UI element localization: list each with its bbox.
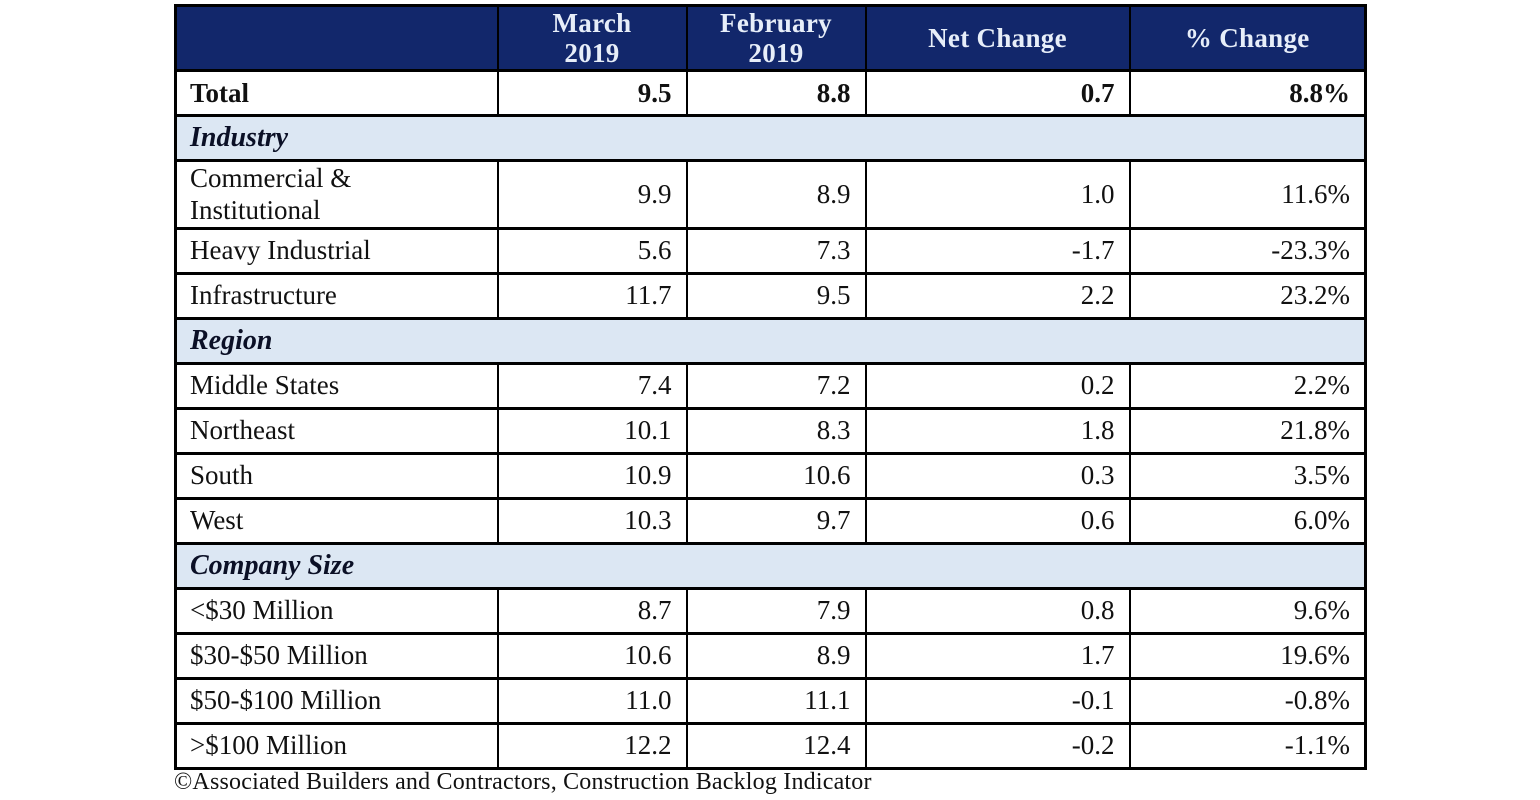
header-empty-cell <box>174 3 499 73</box>
row-value-february: 9.7 <box>685 496 867 545</box>
row-label: Northeast <box>174 406 499 455</box>
table-row: Infrastructure 11.7 9.5 2.2 23.2% <box>174 271 1367 320</box>
table-row: <$30 Million 8.7 7.9 0.8 9.6% <box>174 586 1367 635</box>
column-header-march-2019: March 2019 <box>496 3 688 73</box>
column-header-february-2019: February 2019 <box>685 3 867 73</box>
row-value-february: 7.2 <box>685 361 867 410</box>
table-row: $30-$50 Million 10.6 8.9 1.7 19.6% <box>174 631 1367 680</box>
column-header-net-change: Net Change <box>864 3 1131 73</box>
row-value-net-change: 0.2 <box>864 361 1131 410</box>
source-note: ©Associated Builders and Contractors, Co… <box>174 769 872 795</box>
row-value-february: 10.6 <box>685 451 867 500</box>
row-value-net-change: 1.0 <box>864 159 1131 230</box>
row-value-february: 8.8 <box>685 69 867 118</box>
row-value-net-change: 0.8 <box>864 586 1131 635</box>
row-value-pct-change: -1.1% <box>1128 721 1367 770</box>
table-row: South 10.9 10.6 0.3 3.5% <box>174 451 1367 500</box>
row-label: <$30 Million <box>174 586 499 635</box>
section-title: Industry <box>174 114 1367 163</box>
row-value-net-change: 2.2 <box>864 271 1131 320</box>
table-header: March 2019 February 2019 Net Change % Ch… <box>174 3 1367 73</box>
row-value-net-change: 1.8 <box>864 406 1131 455</box>
row-value-february: 12.4 <box>685 721 867 770</box>
column-header-pct-change: % Change <box>1128 3 1367 73</box>
section-row: Industry <box>174 114 1367 163</box>
row-value-march: 10.6 <box>496 631 688 680</box>
row-value-march: 11.7 <box>496 271 688 320</box>
row-value-pct-change: 9.6% <box>1128 586 1367 635</box>
row-value-pct-change: 8.8% <box>1128 69 1367 118</box>
row-value-net-change: 0.7 <box>864 69 1131 118</box>
row-value-february: 8.3 <box>685 406 867 455</box>
row-value-march: 5.6 <box>496 226 688 275</box>
row-value-pct-change: 19.6% <box>1128 631 1367 680</box>
table-row: Total 9.5 8.8 0.7 8.8% <box>174 69 1367 118</box>
row-value-march: 10.1 <box>496 406 688 455</box>
row-value-pct-change: -23.3% <box>1128 226 1367 275</box>
row-label: $30-$50 Million <box>174 631 499 680</box>
section-title: Company Size <box>174 541 1367 590</box>
row-value-february: 8.9 <box>685 159 867 230</box>
section-title: Region <box>174 316 1367 365</box>
row-value-march: 9.9 <box>496 159 688 230</box>
row-value-march: 7.4 <box>496 361 688 410</box>
row-value-pct-change: 3.5% <box>1128 451 1367 500</box>
row-label: >$100 Million <box>174 721 499 770</box>
table-row: West 10.3 9.7 0.6 6.0% <box>174 496 1367 545</box>
header-row: March 2019 February 2019 Net Change % Ch… <box>174 3 1367 73</box>
table-row: >$100 Million 12.2 12.4 -0.2 -1.1% <box>174 721 1367 770</box>
row-label: Total <box>174 69 499 118</box>
row-value-pct-change: 2.2% <box>1128 361 1367 410</box>
row-value-february: 7.9 <box>685 586 867 635</box>
row-value-february: 11.1 <box>685 676 867 725</box>
table-body: Total 9.5 8.8 0.7 8.8% Industry Commerci… <box>174 69 1367 770</box>
row-value-march: 10.3 <box>496 496 688 545</box>
row-value-february: 9.5 <box>685 271 867 320</box>
row-value-net-change: 0.6 <box>864 496 1131 545</box>
row-label: Infrastructure <box>174 271 499 320</box>
section-row: Company Size <box>174 541 1367 590</box>
row-value-march: 9.5 <box>496 69 688 118</box>
row-label: Heavy Industrial <box>174 226 499 275</box>
table-row: Commercial & Institutional 9.9 8.9 1.0 1… <box>174 159 1367 230</box>
section-row: Region <box>174 316 1367 365</box>
row-label: Commercial & Institutional <box>174 159 499 230</box>
table-row: Heavy Industrial 5.6 7.3 -1.7 -23.3% <box>174 226 1367 275</box>
row-label: $50-$100 Million <box>174 676 499 725</box>
row-value-net-change: 1.7 <box>864 631 1131 680</box>
row-value-pct-change: 6.0% <box>1128 496 1367 545</box>
row-label: Middle States <box>174 361 499 410</box>
row-label: West <box>174 496 499 545</box>
row-value-february: 8.9 <box>685 631 867 680</box>
row-value-pct-change: 23.2% <box>1128 271 1367 320</box>
table-row: Middle States 7.4 7.2 0.2 2.2% <box>174 361 1367 410</box>
row-value-net-change: 0.3 <box>864 451 1131 500</box>
row-value-net-change: -0.1 <box>864 676 1131 725</box>
row-value-pct-change: 11.6% <box>1128 159 1367 230</box>
row-value-march: 10.9 <box>496 451 688 500</box>
row-value-net-change: -0.2 <box>864 721 1131 770</box>
row-value-february: 7.3 <box>685 226 867 275</box>
row-value-net-change: -1.7 <box>864 226 1131 275</box>
row-value-march: 12.2 <box>496 721 688 770</box>
row-label: South <box>174 451 499 500</box>
backlog-table: March 2019 February 2019 Net Change % Ch… <box>174 3 1367 770</box>
table-row: $50-$100 Million 11.0 11.1 -0.1 -0.8% <box>174 676 1367 725</box>
row-value-march: 11.0 <box>496 676 688 725</box>
table-row: Northeast 10.1 8.3 1.8 21.8% <box>174 406 1367 455</box>
row-value-march: 8.7 <box>496 586 688 635</box>
row-value-pct-change: 21.8% <box>1128 406 1367 455</box>
row-value-pct-change: -0.8% <box>1128 676 1367 725</box>
